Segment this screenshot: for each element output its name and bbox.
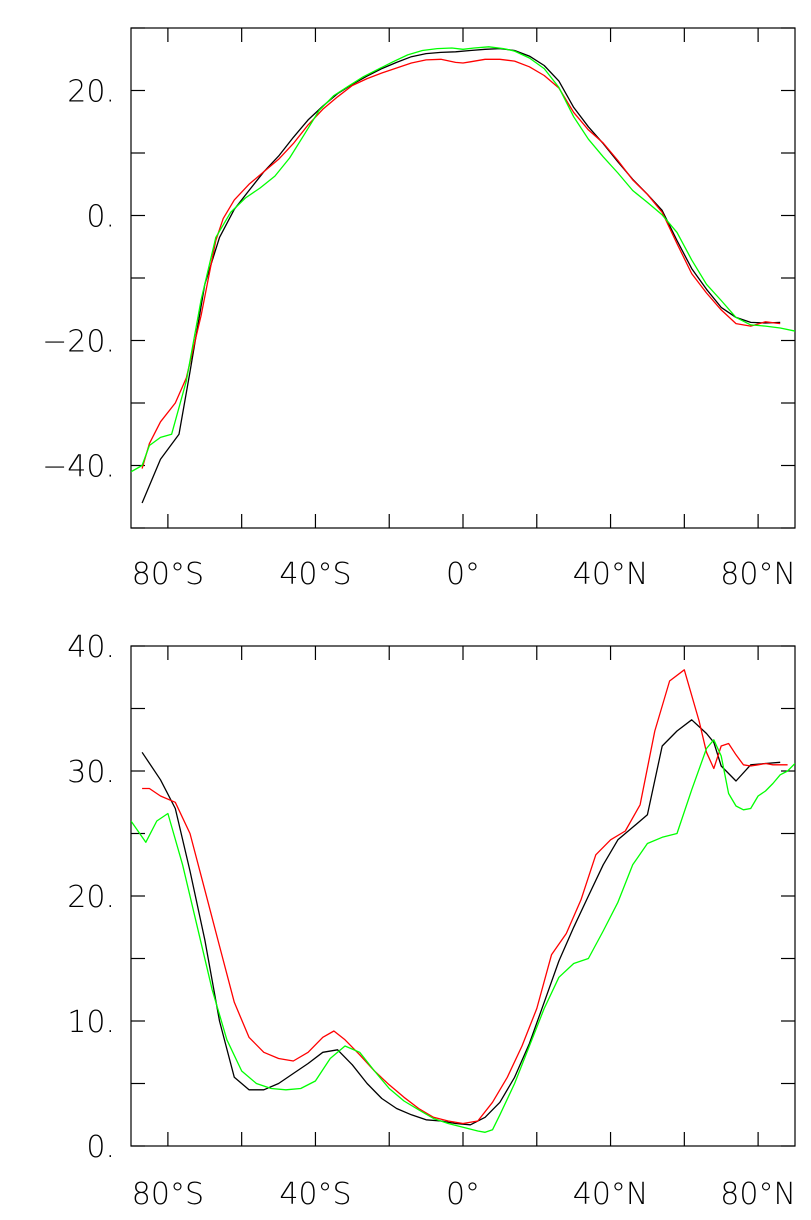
x-tick-label: 80°N [720, 1177, 796, 1212]
y-tick-label: 10. [67, 1005, 115, 1040]
plot-frame [130, 645, 796, 1147]
y-tick-label: 0. [86, 1130, 115, 1165]
x-tick-label: 40°N [573, 1177, 649, 1212]
x-tick-label: 80°S [132, 557, 204, 592]
x-tick-label: 80°N [720, 557, 796, 592]
series-line-1 [141, 58, 781, 469]
x-tick-label: 40°S [279, 557, 351, 592]
x-tick-label: 0° [446, 557, 480, 592]
y-tick-label: 40. [67, 630, 115, 665]
x-tick-label: 80°S [132, 1177, 204, 1212]
y-tick-label: −20. [42, 325, 115, 360]
series-line-0 [141, 719, 781, 1126]
series-line-0 [141, 47, 781, 504]
y-tick-label: −40. [42, 450, 115, 485]
x-tick-label: 40°N [573, 557, 649, 592]
series-line-2 [131, 46, 795, 473]
upper-panel: 80°S 40°S 0° 40°N 80°N 20. 0. −20. −40. [42, 27, 796, 592]
series-line-1 [142, 669, 788, 1125]
y-tick-label: 30. [67, 755, 115, 790]
y-tick-label: 0. [86, 200, 115, 235]
x-tick-label: 40°S [279, 1177, 351, 1212]
series-line-2 [131, 739, 795, 1133]
lower-panel: 80°S 40°S 0° 40°N 80°N 40. 30. 20. 10. 0. [67, 630, 796, 1212]
y-tick-label: 20. [67, 880, 115, 915]
x-tick-label: 0° [446, 1177, 480, 1212]
y-tick-label: 20. [67, 75, 115, 110]
